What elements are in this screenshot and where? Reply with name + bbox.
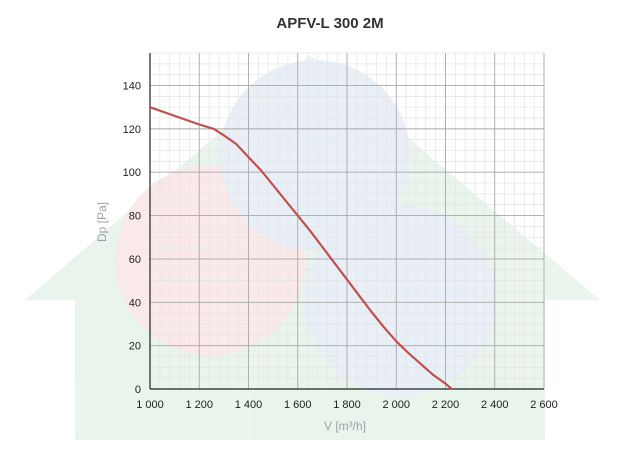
y-tick-label: 20 [129,341,141,353]
x-tick-label: 2 600 [530,399,558,411]
x-tick-label: 2 200 [432,399,460,411]
y-tick-label: 100 [123,167,141,179]
y-tick-label: 40 [129,297,141,309]
series-line [148,106,453,391]
watermark-logo [25,55,600,440]
y-axis-ticks: 0 20 40 60 80 100 120 140 [123,81,141,396]
x-axis-label: V [m³/h] [324,419,366,433]
x-tick-label: 1 000 [136,399,164,411]
x-axis-ticks: 1 000 1 200 1 400 1 600 1 800 2 000 2 200 2 400… [136,399,558,411]
y-axis-label: Dp [Pa] [95,202,109,242]
x-tick-label: 2 400 [481,399,509,411]
chart-title: APFV-L 300 2M [276,15,383,32]
y-tick-label: 0 [135,384,141,396]
x-tick-label: 1 600 [284,399,312,411]
x-tick-label: 1 800 [333,399,361,411]
y-tick-label: 140 [123,81,141,93]
y-tick-label: 120 [123,124,141,136]
y-tick-label: 60 [129,254,141,266]
chart-grid [149,52,545,390]
x-tick-label: 2 000 [382,399,410,411]
x-tick-label: 1 200 [185,399,213,411]
series-layer [148,106,453,391]
y-tick-label: 80 [129,211,141,223]
x-tick-label: 1 400 [235,399,263,411]
